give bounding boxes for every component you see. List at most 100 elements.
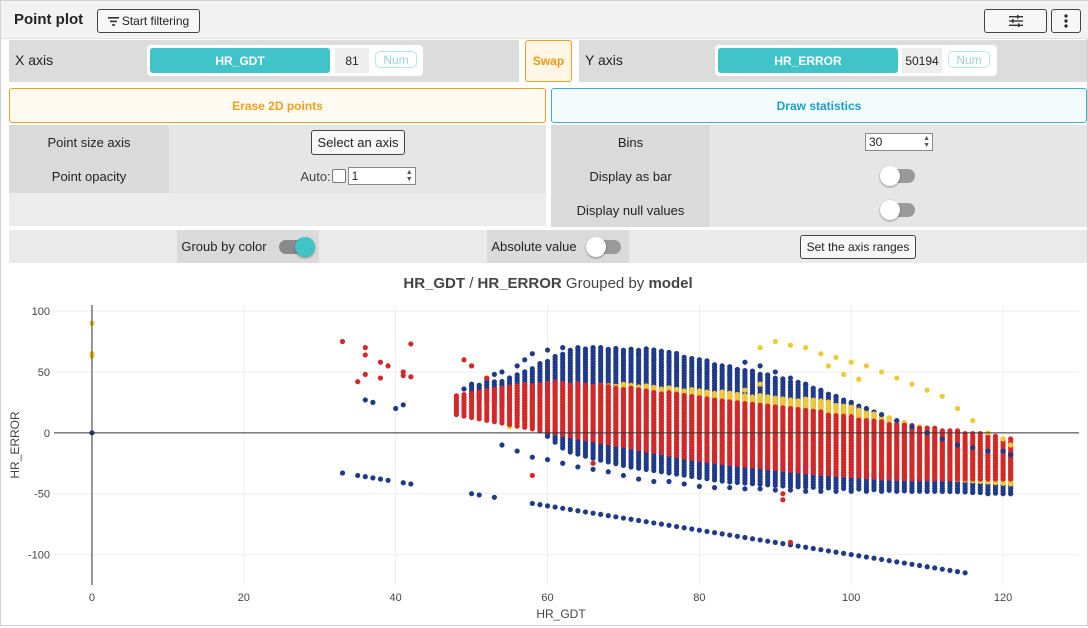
data-point: [636, 348, 641, 353]
data-point: [773, 404, 778, 409]
start-filtering-label: Start filtering: [122, 14, 189, 28]
display-as-bar-toggle[interactable]: [883, 169, 915, 183]
chart-title-sep: /: [465, 275, 478, 292]
display-bar-row: Display as bar: [551, 159, 1087, 193]
data-point: [477, 389, 482, 394]
x-axis-row: X axis HR_GDT 81 Num: [9, 40, 519, 82]
data-point: [682, 393, 687, 398]
x-axis-field-button[interactable]: HR_GDT: [150, 48, 330, 73]
absolute-value-control: [581, 230, 629, 263]
point-size-control: Select an axis: [170, 125, 546, 159]
point-opacity-label: Point opacity: [9, 159, 169, 193]
opacity-value: 1: [352, 169, 359, 183]
data-point: [697, 357, 702, 362]
y-axis-selector: HR_ERROR 50194 Num: [715, 45, 997, 76]
data-point: [887, 422, 892, 427]
data-point: [659, 386, 664, 391]
data-point: [811, 397, 816, 402]
chart-title-y-field: HR_ERROR: [478, 275, 562, 292]
kebab-menu-icon: [1064, 14, 1068, 28]
x-axis-type-badge[interactable]: Num: [375, 51, 417, 68]
data-point: [461, 392, 466, 397]
data-point: [758, 372, 763, 377]
chart-title: HR_GDT / HR_ERROR Grouped by model: [403, 275, 692, 292]
spinner-icon[interactable]: ▲▼: [923, 135, 930, 149]
data-point: [833, 413, 838, 418]
data-point: [522, 382, 527, 387]
data-point: [689, 394, 694, 399]
data-point: [545, 381, 550, 386]
toolbar: Point plot Start filtering: [1, 1, 1088, 39]
data-point: [507, 384, 512, 389]
data-point: [644, 383, 649, 388]
data-point: [644, 388, 649, 393]
data-point: [598, 345, 603, 350]
absolute-value-toggle[interactable]: [589, 240, 621, 254]
display-null-row: Display null values: [551, 193, 1087, 227]
y-axis-type-badge[interactable]: Num: [948, 51, 990, 68]
data-point: [613, 346, 618, 351]
data-point: [492, 379, 497, 384]
data-point: [750, 394, 755, 399]
data-point: [742, 393, 747, 398]
data-point: [697, 388, 702, 393]
spinner-icon[interactable]: ▲▼: [406, 169, 413, 183]
data-point: [628, 347, 633, 352]
y-axis-label: Y axis: [585, 52, 623, 68]
y-axis-field-button[interactable]: HR_ERROR: [718, 48, 898, 73]
bins-row: Bins 30 ▲▼: [551, 125, 1087, 159]
group-by-color-toggle[interactable]: [279, 240, 311, 254]
group-by-color-label: Groub by color: [177, 230, 271, 263]
x-axis-label: X axis: [15, 52, 53, 68]
bins-input[interactable]: 30 ▲▼: [865, 133, 933, 151]
swap-axes-button[interactable]: Swap: [525, 40, 572, 82]
data-point: [780, 396, 785, 401]
data-point: [682, 355, 687, 360]
data-point: [788, 397, 793, 402]
data-point: [795, 380, 800, 385]
more-options-button[interactable]: [1051, 9, 1081, 33]
toggle-knob: [295, 237, 315, 257]
select-axis-button[interactable]: Select an axis: [311, 130, 406, 155]
data-point: [758, 403, 763, 408]
data-point: [454, 393, 459, 398]
data-point: [871, 419, 876, 424]
data-point: [803, 397, 808, 402]
data-point: [795, 398, 800, 403]
data-point: [697, 395, 702, 400]
point-size-row: Point size axis Select an axis: [9, 125, 546, 159]
point-size-label: Point size axis: [9, 125, 169, 159]
data-point: [704, 358, 709, 363]
data-point: [818, 409, 823, 414]
data-point: [864, 418, 869, 423]
filter-icon: [108, 17, 119, 26]
data-point: [841, 404, 846, 409]
chart-title-x-field: HR_GDT: [403, 275, 465, 292]
group-by-color-control: [271, 230, 319, 263]
set-axis-ranges-button[interactable]: Set the axis ranges: [800, 235, 917, 259]
data-point: [636, 387, 641, 392]
draw-statistics-button[interactable]: Draw statistics: [551, 88, 1087, 123]
data-point: [826, 392, 831, 397]
data-point: [689, 356, 694, 361]
opacity-input[interactable]: 1 ▲▼: [348, 167, 416, 185]
data-point: [735, 400, 740, 405]
data-point: [750, 402, 755, 407]
data-point: [682, 388, 687, 393]
display-null-values-toggle[interactable]: [883, 203, 915, 217]
auto-opacity-checkbox[interactable]: [332, 169, 346, 183]
data-point: [917, 426, 922, 431]
toggle-knob: [880, 166, 900, 186]
erase-2d-points-button[interactable]: Erase 2D points: [9, 88, 546, 123]
data-point: [773, 376, 778, 381]
start-filtering-button[interactable]: Start filtering: [97, 9, 200, 33]
data-point: [712, 397, 717, 402]
data-point: [651, 347, 656, 352]
data-point: [666, 350, 671, 355]
data-point: [628, 386, 633, 391]
data-point: [879, 419, 884, 424]
settings-button[interactable]: [984, 9, 1047, 33]
data-point: [553, 380, 558, 385]
data-point: [833, 403, 838, 408]
